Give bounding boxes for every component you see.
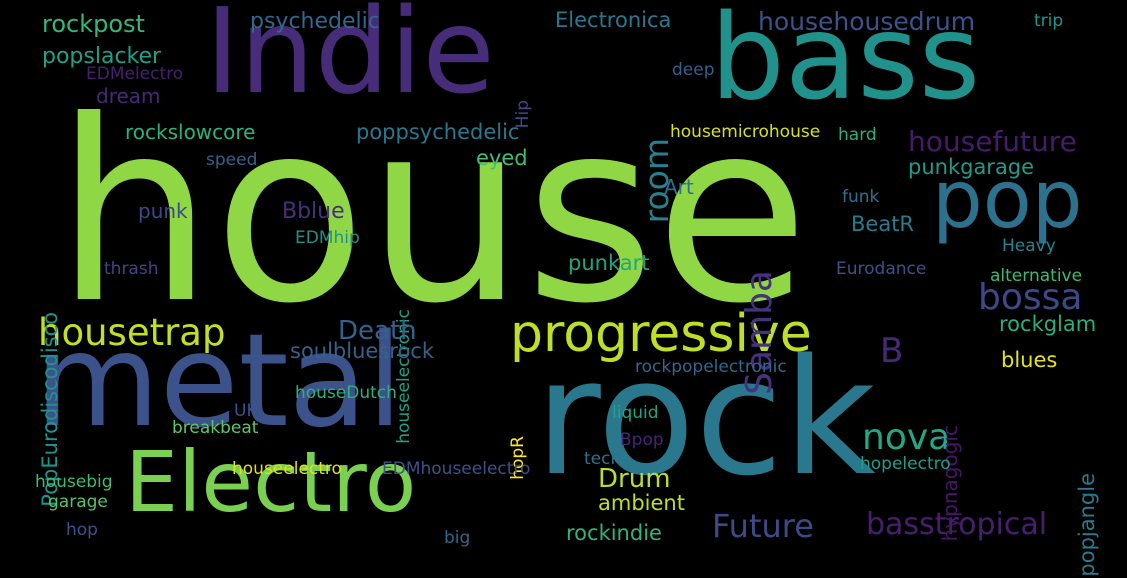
word-cloud-word: B: [880, 331, 904, 371]
word-cloud-word: Bpop: [620, 430, 664, 450]
word-cloud-word: liquid: [612, 403, 659, 423]
word-cloud-word: housemicrohouse: [670, 122, 821, 142]
word-cloud-word: BeatR: [851, 212, 915, 236]
word-cloud-word: Future: [712, 507, 814, 545]
word-cloud-word: houseelectro: [232, 459, 342, 479]
word-cloud-word: hopelectro: [860, 454, 951, 474]
word-cloud-word: popjangle: [1075, 473, 1099, 577]
word-cloud-word: metal: [35, 307, 403, 456]
word-cloud-word: rockglam: [999, 312, 1097, 336]
word-cloud-word: big: [444, 528, 471, 548]
word-cloud-word: Bblue: [282, 199, 345, 224]
word-cloud-word: Indie: [205, 0, 495, 120]
word-cloud-word: Electronica: [555, 8, 672, 32]
word-cloud-word: househousedrum: [758, 7, 976, 36]
word-cloud-word: trip: [1034, 11, 1064, 31]
word-cloud-word: EDMelectro: [86, 64, 184, 84]
word-cloud-word: punkgarage: [908, 155, 1035, 179]
word-cloud-word: Eurodance: [836, 259, 927, 279]
word-cloud-word: basstropical: [866, 507, 1048, 542]
word-cloud-word: punkart: [568, 251, 650, 275]
word-cloud-word: rockslowcore: [125, 120, 256, 144]
word-cloud-word: EDMhip: [295, 228, 360, 248]
word-cloud-word: breakbeat: [172, 418, 259, 438]
word-cloud-word: rockpost: [42, 10, 145, 38]
word-cloud-word: deep: [672, 60, 715, 80]
word-cloud-word: thrash: [104, 259, 159, 279]
word-cloud-word: blues: [1001, 348, 1058, 372]
word-cloud-word: popslacker: [42, 44, 162, 69]
word-cloud-word: speed: [206, 150, 258, 170]
word-cloud-word: eyed: [476, 146, 528, 170]
word-cloud-word: Drum: [598, 464, 671, 494]
word-cloud-word: alternative: [990, 266, 1083, 286]
word-cloud-word: progressive: [510, 304, 812, 364]
word-cloud-word: Heavy: [1002, 236, 1056, 256]
word-cloud-word: ambient: [598, 491, 685, 515]
word-cloud-word: bossa: [978, 277, 1083, 318]
word-cloud-word: rockpopelectronic: [635, 357, 787, 377]
word-cloud-word: bass: [710, 0, 981, 126]
word-cloud-word: EDMhouseelectro: [382, 459, 531, 479]
word-cloud-word: UK: [234, 401, 258, 421]
word-cloud-word: Art: [664, 175, 694, 199]
word-cloud-word: hypnagogic: [938, 425, 962, 542]
word-cloud-word: psychedelic: [250, 9, 380, 34]
word-cloud-word: Electro: [125, 433, 417, 531]
word-cloud-word: rockindie: [566, 521, 662, 545]
word-cloud-word: pop: [932, 153, 1083, 246]
word-cloud-word: rock: [535, 324, 876, 511]
word-cloud-word: nova: [862, 417, 951, 458]
word-cloud-word: tech: [584, 449, 622, 469]
word-cloud-word: funk: [842, 187, 880, 207]
word-cloud-word: hop: [66, 520, 98, 540]
word-cloud-word: housefuture: [908, 125, 1077, 158]
word-cloud-word: garage: [48, 492, 108, 512]
word-cloud-word: hard: [838, 125, 877, 145]
word-cloud-word: punk: [138, 199, 188, 223]
word-cloud-word: houseDutch: [295, 383, 397, 403]
word-cloud-word: soulbluesrock: [290, 339, 434, 363]
word-cloud-word: house: [55, 67, 809, 358]
word-cloud-word: housetrap: [38, 311, 226, 354]
word-cloud-word: poppsychedelic: [356, 120, 520, 144]
word-cloud-word: dream: [96, 84, 161, 108]
word-cloud-word: housebig: [35, 472, 113, 492]
word-cloud-word: Death: [338, 316, 417, 346]
